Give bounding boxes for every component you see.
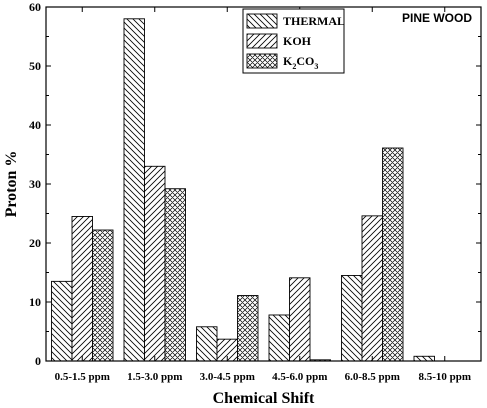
chart-annotation: PINE WOOD xyxy=(402,11,472,25)
bar-diagonal-up xyxy=(289,277,311,362)
x-axis: 0.5-1.5 ppm 1.5-3.0 ppm 3.0-4.5 ppm 4.5-6.0… xyxy=(55,7,471,383)
legend-label: KOH xyxy=(283,34,312,48)
bar-diagonal-down xyxy=(123,18,145,362)
bar-diagonal-down xyxy=(341,275,363,362)
y-axis: 0 10 20 30 40 50 60 xyxy=(29,0,481,368)
x-category-label: 6.0-8.5 ppm xyxy=(345,371,400,383)
legend-swatch xyxy=(246,33,278,49)
bar-diagonal-down xyxy=(51,280,73,362)
x-category-label: 1.5-3.0 ppm xyxy=(127,371,182,383)
y-tick-label: 40 xyxy=(29,118,41,132)
bar-diagonal-down xyxy=(268,314,290,362)
x-category-label: 4.5-6.0 ppm xyxy=(272,371,327,383)
y-tick-label: 60 xyxy=(29,0,41,14)
bar-diagonal-down xyxy=(196,326,218,362)
bar-crosshatch xyxy=(92,229,114,362)
bar-diagonal-up xyxy=(71,215,93,362)
x-axis-title: Chemical Shift xyxy=(213,390,315,407)
bar-crosshatch xyxy=(164,188,186,362)
y-tick-label: 20 xyxy=(29,236,41,250)
x-category-label: 3.0-4.5 ppm xyxy=(200,371,255,383)
y-tick-label: 50 xyxy=(29,59,41,73)
y-tick-label: 10 xyxy=(29,295,41,309)
bar-diagonal-down xyxy=(413,355,435,362)
bars-layer xyxy=(51,18,435,362)
legend-label: K2CO3 xyxy=(283,54,318,71)
y-tick-label: 0 xyxy=(35,354,41,368)
x-category-label: 8.5-10 ppm xyxy=(418,371,471,383)
legend: THERMAL KOH K2CO3 xyxy=(242,8,345,74)
legend-swatch xyxy=(246,13,278,29)
bar-diagonal-up xyxy=(144,165,166,362)
bar-diagonal-up xyxy=(361,215,383,362)
y-tick-label: 30 xyxy=(29,177,41,191)
bar-crosshatch xyxy=(237,295,259,362)
bar-crosshatch xyxy=(382,147,404,362)
x-category-label: 0.5-1.5 ppm xyxy=(55,371,110,383)
legend-swatch xyxy=(246,53,278,69)
legend-label: THERMAL xyxy=(283,14,345,28)
y-axis-title: Proton % xyxy=(3,151,20,218)
